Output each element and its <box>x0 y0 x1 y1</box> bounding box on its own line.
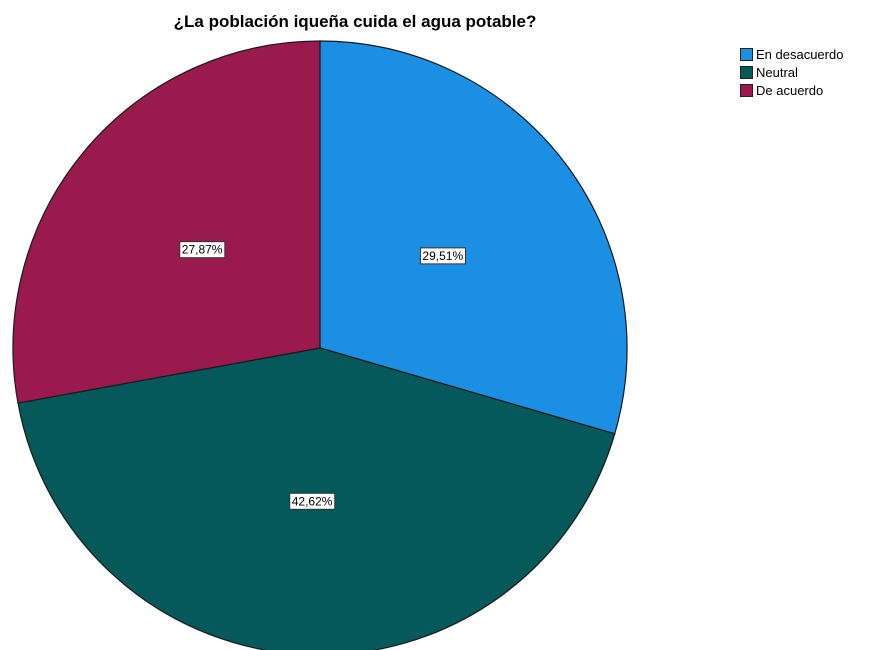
pie-slice-de-acuerdo <box>12 40 321 404</box>
pie-slice-en-desacuerdo <box>319 40 628 435</box>
slice-label-neutral: 42,62% <box>289 492 336 510</box>
legend-swatch <box>740 83 753 97</box>
pie-labels: 29,51% 42,62% 27,87% <box>179 241 466 510</box>
slice-label-text: 42,62% <box>292 494 333 508</box>
slice-label-box <box>289 492 336 510</box>
slice-label-text: 27,87% <box>182 243 223 257</box>
legend-swatch <box>740 65 753 79</box>
chart-title: ¿La población iqueña cuida el agua potab… <box>173 12 537 31</box>
legend-item-de-acuerdo: De acuerdo <box>740 81 843 99</box>
slice-label-box <box>179 241 226 259</box>
slice-label-text: 29,51% <box>422 249 463 263</box>
legend-label: Neutral <box>756 64 798 80</box>
legend: En desacuerdo Neutral De acuerdo <box>740 45 843 99</box>
legend-item-neutral: Neutral <box>740 63 843 81</box>
legend-label: En desacuerdo <box>756 46 844 62</box>
slice-label-en-desacuerdo: 29,51% <box>419 247 466 265</box>
slice-label-de-acuerdo: 27,87% <box>179 241 226 259</box>
slice-label-box <box>419 247 466 265</box>
legend-swatch <box>740 47 753 61</box>
legend-item-en-desacuerdo: En desacuerdo <box>740 45 843 63</box>
legend-label: De acuerdo <box>756 82 824 98</box>
pie-slices <box>12 40 628 650</box>
